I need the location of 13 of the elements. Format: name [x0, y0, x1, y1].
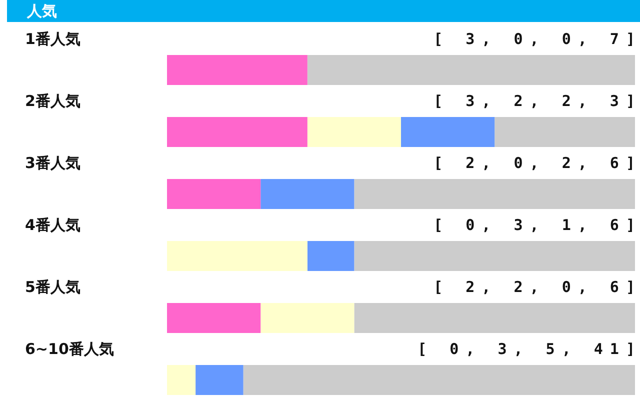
text: 人気: [27, 2, 57, 20]
annotation: [ 3, 0, 0, 7]: [434, 30, 640, 48]
y-tick-label: 5番人気: [25, 278, 80, 296]
y-tick-label: 2番人気: [25, 92, 80, 110]
annotation: [ 2, 0, 2, 6]: [434, 154, 640, 172]
annotation: [ 0, 3, 1, 6]: [434, 216, 640, 234]
y-tick-label: 4番人気: [25, 216, 80, 234]
annotation: [ 0, 3, 5, 41]: [418, 340, 640, 358]
annotation: [ 2, 2, 0, 6]: [434, 278, 640, 296]
y-tick-label: 1番人気: [25, 30, 80, 48]
y-tick-label: 6~10番人気: [25, 340, 114, 358]
y-tick-label: 3番人気: [25, 154, 80, 172]
annotation: [ 3, 2, 2, 3]: [434, 92, 640, 110]
